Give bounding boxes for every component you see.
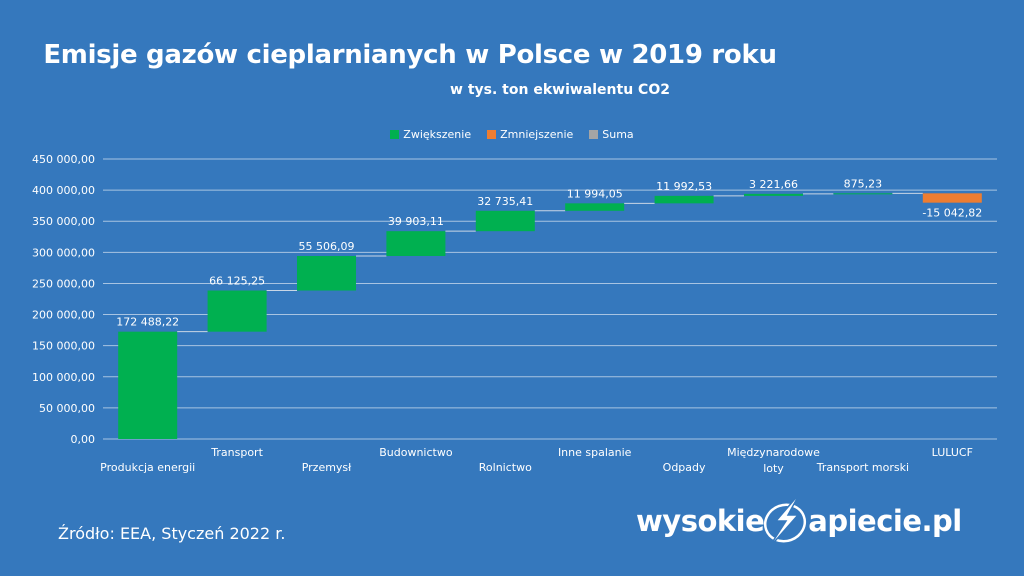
legend-label-increase: Zwiększenie — [403, 128, 472, 141]
logo-text-left: wysokie — [636, 504, 765, 538]
data-label: 32 735,41 — [477, 195, 533, 208]
y-tick-label: 450 000,00 — [32, 153, 95, 166]
chart-subtitle: w tys. ton ekwiwalentu CO2 — [450, 82, 670, 98]
waterfall-bar — [296, 255, 357, 291]
legend-swatch-decrease — [487, 130, 497, 139]
x-category-label: LULUCF — [932, 446, 973, 459]
lightning-bolt-icon — [764, 492, 807, 550]
x-category-label: loty — [763, 462, 784, 475]
y-tick-label: 300 000,00 — [32, 246, 95, 259]
y-tick-label: 250 000,00 — [32, 277, 95, 290]
x-category-label: Odpady — [663, 461, 706, 474]
y-tick-label: 50 000,00 — [39, 402, 95, 415]
legend-label-decrease: Zmniejszenie — [500, 128, 574, 141]
data-label: 66 125,25 — [209, 275, 265, 288]
x-category-label: Międzynarodowe — [727, 446, 820, 459]
waterfall-bar — [386, 231, 446, 256]
x-category-label: Rolnictwo — [479, 461, 532, 474]
waterfall-bar — [833, 193, 893, 195]
waterfall-bar — [475, 210, 535, 232]
logo-text-right: apiecie.pl — [808, 504, 962, 538]
waterfall-bar — [654, 195, 714, 204]
y-tick-label: 400 000,00 — [32, 184, 95, 197]
chart-legend: Zwiększenie Zmniejszenie Suma — [0, 128, 1024, 141]
legend-item-decrease: Zmniejszenie — [487, 128, 573, 141]
legend-item-total: Suma — [589, 128, 634, 141]
data-label: -15 042,82 — [922, 207, 982, 220]
y-tick-label: 0,00 — [71, 433, 96, 446]
waterfall-bar — [743, 193, 804, 196]
x-category-label: Transport — [210, 446, 263, 459]
legend-label-total: Suma — [602, 128, 634, 141]
y-tick-label: 350 000,00 — [32, 215, 95, 228]
data-label: 11 994,05 — [567, 187, 623, 200]
x-category-label: Transport morski — [816, 461, 909, 474]
legend-item-increase: Zwiększenie — [390, 128, 471, 141]
source-note: Źródło: EEA, Styczeń 2022 r. — [58, 524, 286, 543]
data-label: 3 221,66 — [749, 178, 798, 191]
y-tick-label: 100 000,00 — [32, 371, 95, 384]
x-category-label: Produkcja energii — [100, 461, 195, 474]
x-category-label: Przemysł — [302, 461, 352, 474]
waterfall-bar — [922, 193, 982, 203]
y-tick-label: 150 000,00 — [32, 340, 95, 353]
data-label: 55 506,09 — [299, 240, 355, 253]
data-label: 11 992,53 — [656, 180, 712, 193]
chart-title: Emisje gazów cieplarnianych w Polsce w 2… — [43, 40, 777, 70]
legend-swatch-increase — [390, 130, 400, 139]
x-category-label: Inne spalanie — [558, 446, 632, 459]
waterfall-bar — [565, 203, 625, 211]
data-label: 39 903,11 — [388, 215, 444, 228]
legend-swatch-total — [589, 130, 599, 139]
brand-logo: wysokie apiecie.pl — [636, 490, 962, 552]
y-tick-label: 200 000,00 — [32, 309, 95, 322]
waterfall-bar — [207, 290, 267, 332]
data-label: 875,23 — [844, 177, 883, 190]
data-label: 172 488,22 — [116, 316, 179, 329]
x-category-label: Budownictwo — [379, 446, 453, 459]
waterfall-bar — [118, 331, 178, 439]
